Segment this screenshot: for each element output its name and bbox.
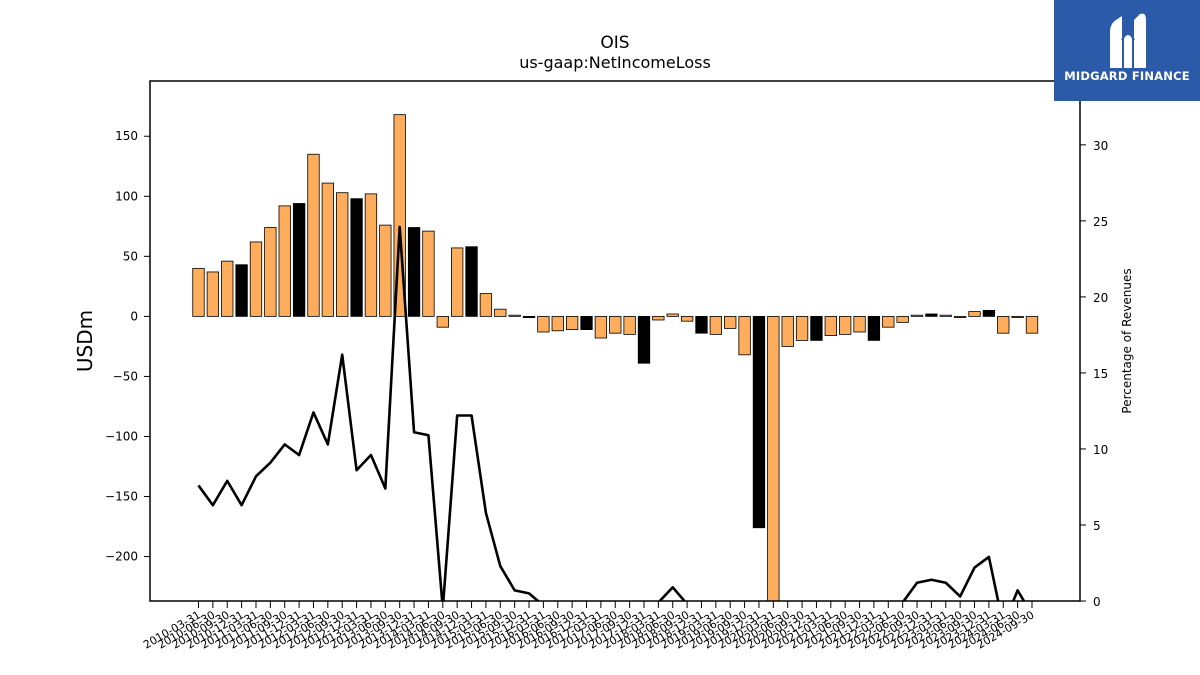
bar [522, 315, 536, 318]
percentage-line [197, 225, 1026, 601]
bar [594, 315, 608, 339]
bar [451, 247, 464, 317]
bar [336, 192, 349, 317]
bar [436, 315, 449, 328]
bar [954, 315, 967, 318]
bar [350, 198, 363, 317]
bar [249, 241, 263, 317]
bar [379, 224, 392, 317]
y2-axis-label: Percentage of Revenues [1120, 268, 1134, 413]
bar [767, 315, 780, 601]
bar [925, 313, 938, 317]
y-axis-right: 0 5 10 15 20 25 30 [1080, 139, 1108, 609]
y-axis-left: −200 −150 −100 −50 0 50 100 150 [105, 129, 150, 564]
bar [1011, 315, 1024, 318]
bar [565, 315, 579, 330]
bar [235, 264, 248, 317]
chart-subtitle: us-gaap:NetIncomeLoss [519, 53, 711, 72]
y-tick-label: −50 [113, 369, 138, 383]
chart-title: OIS [600, 33, 629, 53]
bar [537, 315, 550, 333]
bar [623, 315, 636, 335]
y2-tick-label: 20 [1093, 291, 1108, 305]
bar [839, 315, 852, 335]
bar [882, 315, 895, 328]
bar [695, 315, 708, 334]
bar [422, 230, 435, 317]
bar [479, 293, 493, 317]
y-axis-label: USDm [73, 310, 97, 372]
y2-tick-label: 30 [1093, 139, 1108, 153]
bar [1025, 315, 1039, 334]
bar [680, 315, 694, 322]
bar [810, 315, 823, 341]
bar [580, 315, 593, 330]
bar [393, 114, 406, 317]
bar [781, 315, 794, 347]
y2-tick-label: 10 [1093, 443, 1108, 457]
y-tick-label: 100 [115, 189, 138, 203]
y2-tick-label: 5 [1093, 519, 1101, 533]
bar [968, 311, 981, 317]
y2-tick-label: 15 [1093, 367, 1108, 381]
y2-tick-label: 0 [1093, 595, 1101, 609]
bar [364, 193, 378, 317]
bar [494, 308, 507, 317]
bar [853, 315, 866, 333]
bar [551, 315, 564, 332]
bar [508, 314, 521, 317]
y-tick-label: −200 [105, 550, 138, 564]
bar [278, 205, 291, 317]
bar [997, 315, 1010, 334]
y-tick-label: 150 [115, 129, 138, 143]
midgard-finance-logo: MIDGARD FINANCE [1054, 0, 1200, 101]
bar [637, 315, 651, 364]
bar [666, 313, 679, 317]
bar [824, 315, 837, 336]
plot-frame [149, 80, 1081, 602]
bar [910, 314, 924, 317]
bar [738, 315, 751, 356]
bar [192, 267, 205, 317]
bar [896, 315, 909, 323]
bar [652, 315, 665, 321]
bar [465, 246, 478, 317]
bar [321, 182, 334, 317]
x-axis: 2010-03-312010-06-302010-09-302010-12-31… [141, 601, 1037, 652]
bar [609, 315, 622, 334]
bar [264, 227, 277, 317]
bar [982, 309, 996, 317]
bar-series [192, 114, 1039, 601]
bar [795, 315, 809, 341]
y-tick-label: −100 [105, 429, 138, 443]
percentage-line-series [197, 225, 1026, 601]
bar [709, 315, 722, 335]
bar [307, 153, 320, 317]
y-tick-label: −150 [105, 490, 138, 504]
bar [292, 203, 306, 317]
logo-text: MIDGARD FINANCE [1064, 69, 1190, 83]
bar [407, 227, 421, 317]
y-tick-label: 0 [130, 309, 138, 323]
bar [724, 315, 737, 329]
bar [867, 315, 881, 341]
y2-tick-label: 25 [1093, 215, 1108, 229]
bar [221, 260, 234, 317]
bar [752, 315, 766, 529]
midgard-m-logo-icon [1110, 13, 1146, 69]
bar [206, 271, 220, 317]
bar [939, 314, 952, 317]
y-tick-label: 50 [123, 249, 138, 263]
